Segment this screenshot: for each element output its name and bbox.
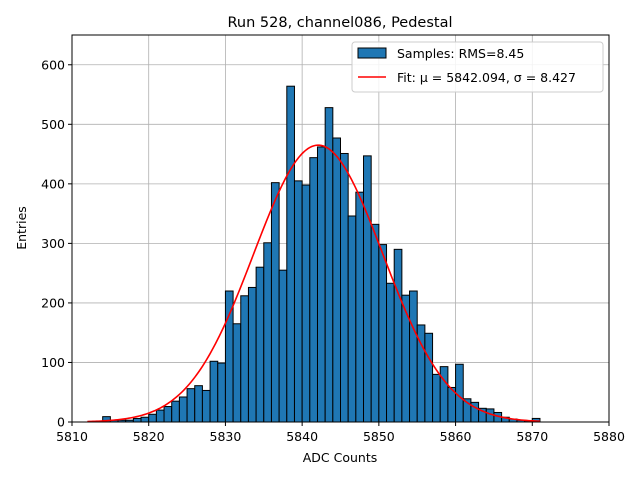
histogram-bar [278, 269, 288, 423]
histogram-bar [363, 155, 372, 423]
histogram-bar [240, 295, 249, 423]
histogram-bar [378, 244, 388, 423]
histogram-bar [293, 180, 303, 423]
y-tick-label: 400 [41, 176, 65, 191]
histogram-bar [301, 184, 311, 423]
legend-fit-label: Fit: μ = 5842.094, σ = 8.427 [397, 70, 576, 85]
histogram-bar [217, 362, 226, 423]
legend-samples-swatch [357, 47, 387, 59]
y-tick-label: 300 [41, 236, 65, 251]
histogram-bar [340, 152, 349, 423]
histogram-bar [178, 396, 188, 423]
y-axis-ticks: 0 100 200 300 400 500 600 [41, 57, 72, 430]
y-tick-label: 200 [41, 295, 65, 310]
histogram-bar [186, 388, 196, 423]
histogram-bar [286, 85, 295, 423]
histogram-bar [401, 294, 411, 423]
histogram-bar [439, 366, 449, 423]
x-tick-label: 5810 [56, 429, 88, 444]
legend-samples-label: Samples: RMS=8.45 [397, 46, 524, 61]
histogram-bar [270, 182, 280, 423]
histogram-bar [324, 107, 334, 423]
histogram-bar [355, 191, 365, 423]
y-tick-label: 600 [41, 57, 65, 72]
histogram-bar [132, 417, 142, 423]
x-tick-label: 5870 [516, 429, 548, 444]
histogram-bar [201, 389, 211, 423]
x-tick-label: 5830 [210, 429, 242, 444]
histogram-bar [232, 323, 242, 423]
histogram-bar [171, 400, 180, 423]
histogram-bar [148, 413, 157, 423]
y-tick-label: 500 [41, 117, 65, 132]
histogram-bar [409, 290, 418, 423]
histogram-bar [332, 137, 342, 423]
histogram-bar [209, 360, 219, 423]
x-axis-ticks: 5810 5820 5830 5840 5850 5860 5870 5880 [56, 422, 625, 444]
histogram-bar [140, 416, 150, 423]
histogram-bar [347, 215, 357, 423]
histogram-bar [263, 242, 272, 423]
histogram-bar [309, 157, 318, 423]
gaussian-fit-curve [87, 144, 540, 423]
histogram-bar [424, 332, 434, 423]
y-tick-label: 0 [57, 415, 65, 430]
y-tick-label: 100 [41, 355, 65, 370]
histogram-bar [224, 290, 234, 423]
histogram-bar [155, 409, 165, 423]
histogram-bar [255, 266, 265, 423]
x-tick-label: 5880 [593, 429, 625, 444]
histogram-bar [247, 286, 257, 423]
chart-title: Run 528, channel086, Pedestal [227, 15, 452, 31]
x-tick-label: 5850 [363, 429, 395, 444]
legend: Samples: RMS=8.45 Fit: μ = 5842.094, σ =… [351, 41, 604, 93]
x-axis-label: ADC Counts [303, 450, 378, 465]
x-tick-label: 5820 [133, 429, 165, 444]
histogram-bar [316, 146, 326, 423]
histogram-bar [386, 282, 395, 423]
x-tick-label: 5860 [440, 429, 472, 444]
x-tick-label: 5840 [286, 429, 318, 444]
histogram-bar [194, 385, 203, 423]
histogram-bar [370, 223, 380, 423]
legend-box [351, 41, 604, 93]
y-axis-label: Entries [14, 206, 29, 250]
histogram-bar [393, 248, 403, 423]
plot-frame [71, 34, 610, 423]
histogram-bar [432, 373, 441, 423]
histogram-bar [163, 406, 173, 423]
